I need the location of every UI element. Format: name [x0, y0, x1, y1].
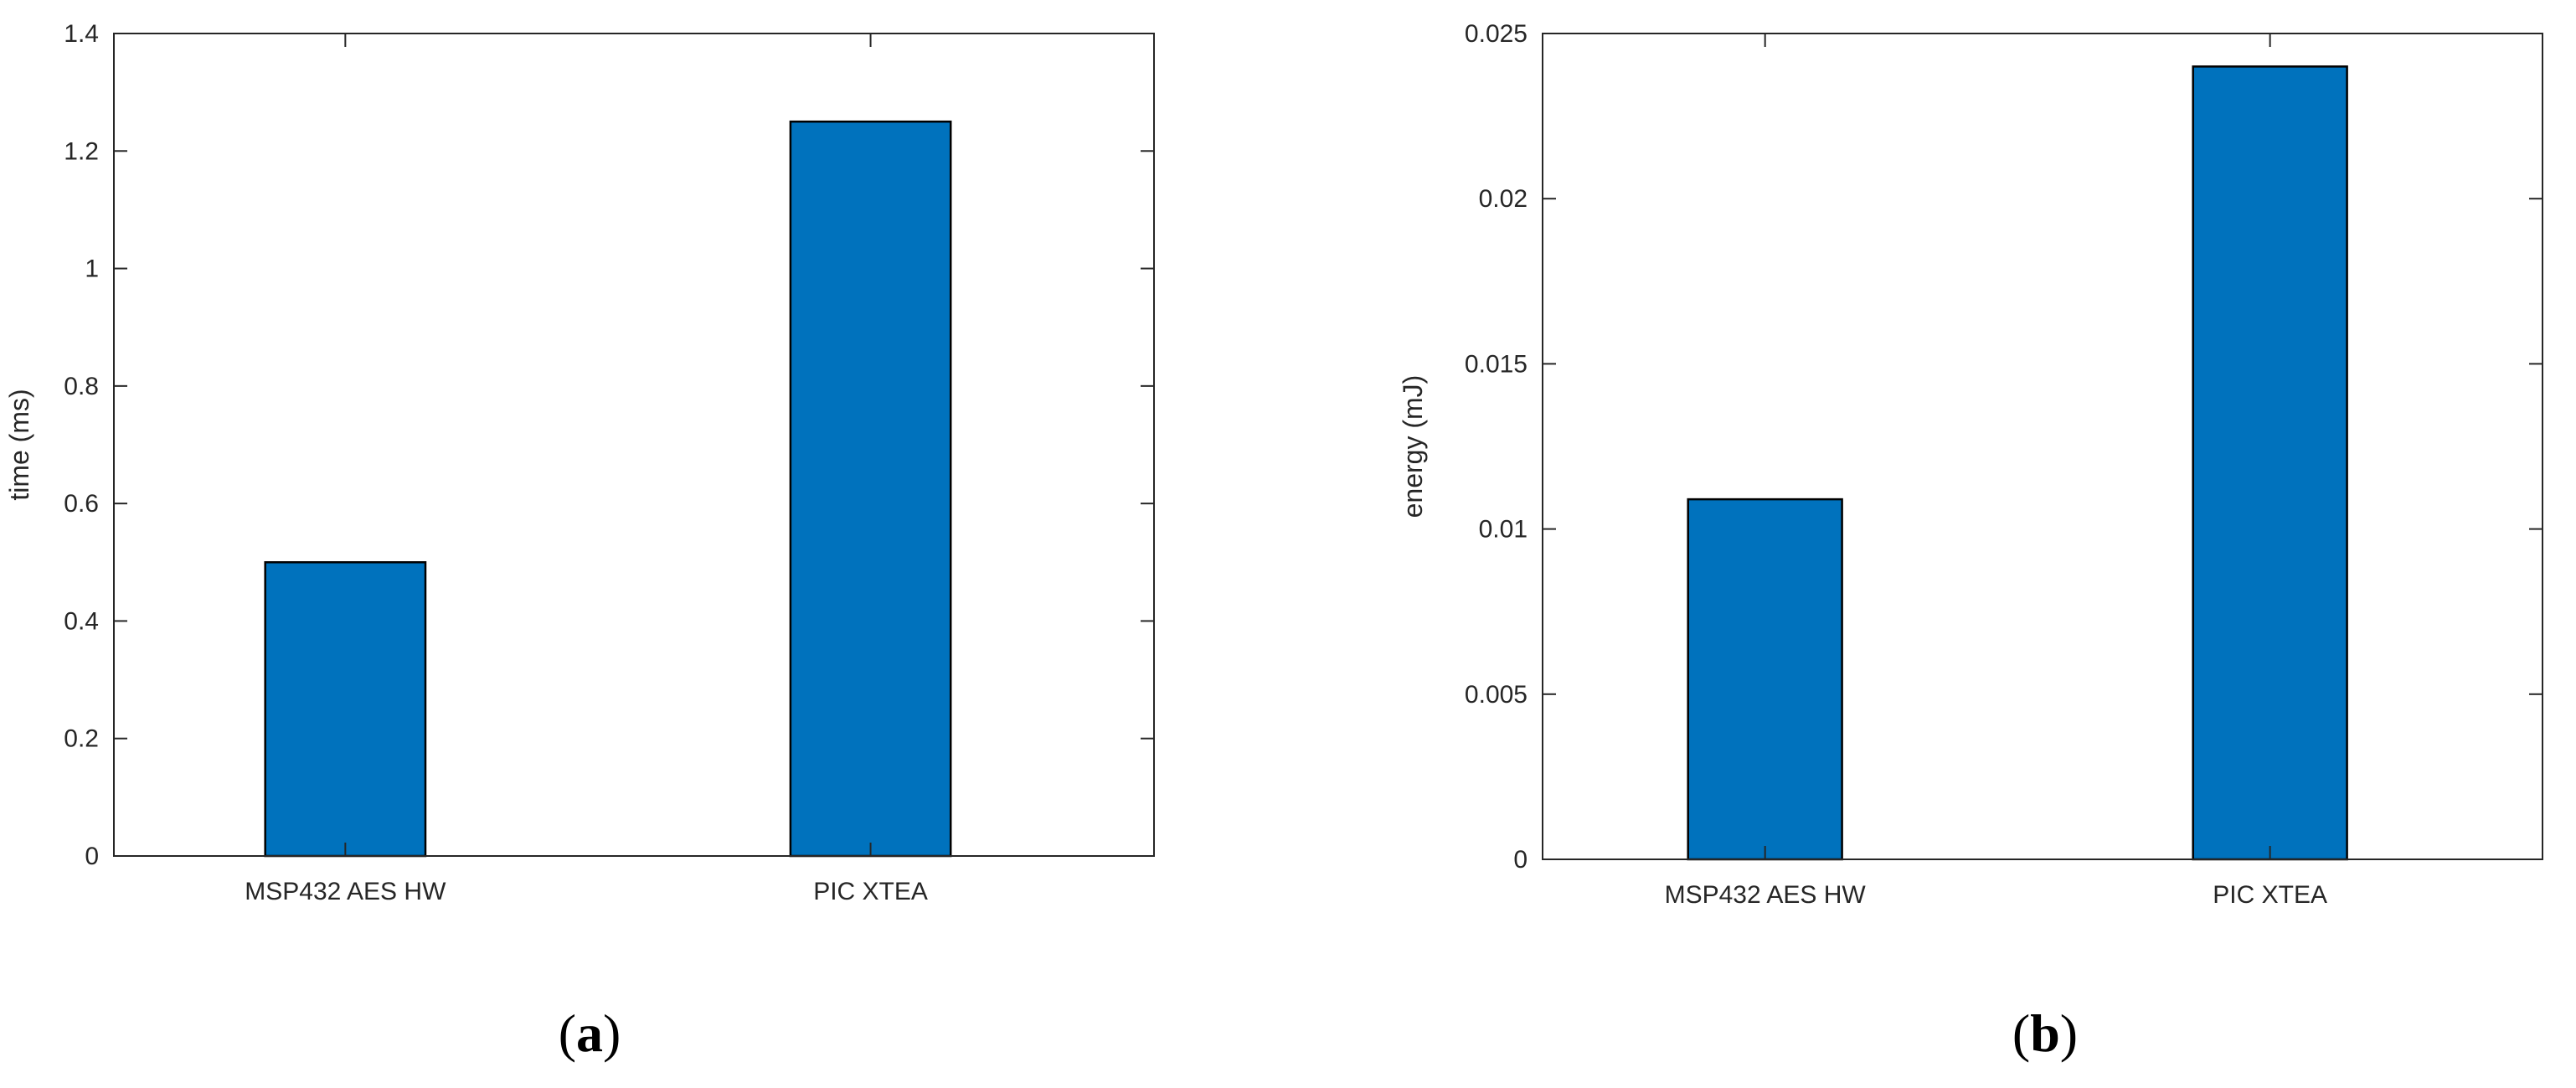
x-tick-label: PIC XTEA	[2213, 881, 2327, 909]
y-tick-label: 0	[1513, 846, 1528, 874]
y-tick-label: 0.4	[64, 607, 99, 635]
chart-panel-b: 0 0.005 0.01 0.015 0.02 0.025 MSP432 AES HW PIC…	[1398, 20, 2543, 1063]
y-tick-label: 0.005	[1465, 681, 1528, 709]
y-tick-label: 0.025	[1465, 20, 1528, 48]
y-tick-label: 0.6	[64, 490, 99, 518]
bar-msp432-aes-hw	[264, 561, 427, 858]
x-tick-label: MSP432 AES HW	[1665, 881, 1867, 909]
bar-msp432-aes-hw	[1687, 498, 1843, 861]
y-axis-label: energy (mJ)	[1398, 375, 1428, 518]
y-tick-label: 0.8	[64, 373, 99, 400]
panel-label: (a)	[559, 1003, 621, 1063]
y-tick-label: 1.2	[64, 137, 99, 165]
x-tick-label: MSP432 AES HW	[245, 878, 446, 905]
y-tick-label: 1.4	[64, 20, 99, 48]
plot-area-frame	[1542, 33, 2543, 860]
y-tick-label: 0	[85, 843, 99, 870]
y-tick-label: 0.015	[1465, 350, 1528, 378]
y-tick-label: 0.2	[64, 725, 99, 753]
plot-area-frame	[113, 33, 1155, 857]
y-tick-label: 0.02	[1479, 185, 1528, 213]
bar-pic-xtea	[2192, 65, 2348, 861]
y-tick-label: 0.01	[1479, 516, 1528, 544]
y-axis-label: time (ms)	[4, 389, 34, 500]
y-tick-label: 1	[85, 255, 99, 283]
chart-panel-a: 0 0.2 0.4 0.6 0.8 1 1.2 1.4 MSP432 AES HW PIC XTE…	[4, 20, 1155, 1063]
bar-pic-xtea	[789, 120, 952, 858]
x-tick-label: PIC XTEA	[813, 878, 928, 905]
panel-label: (b)	[2012, 1003, 2078, 1063]
